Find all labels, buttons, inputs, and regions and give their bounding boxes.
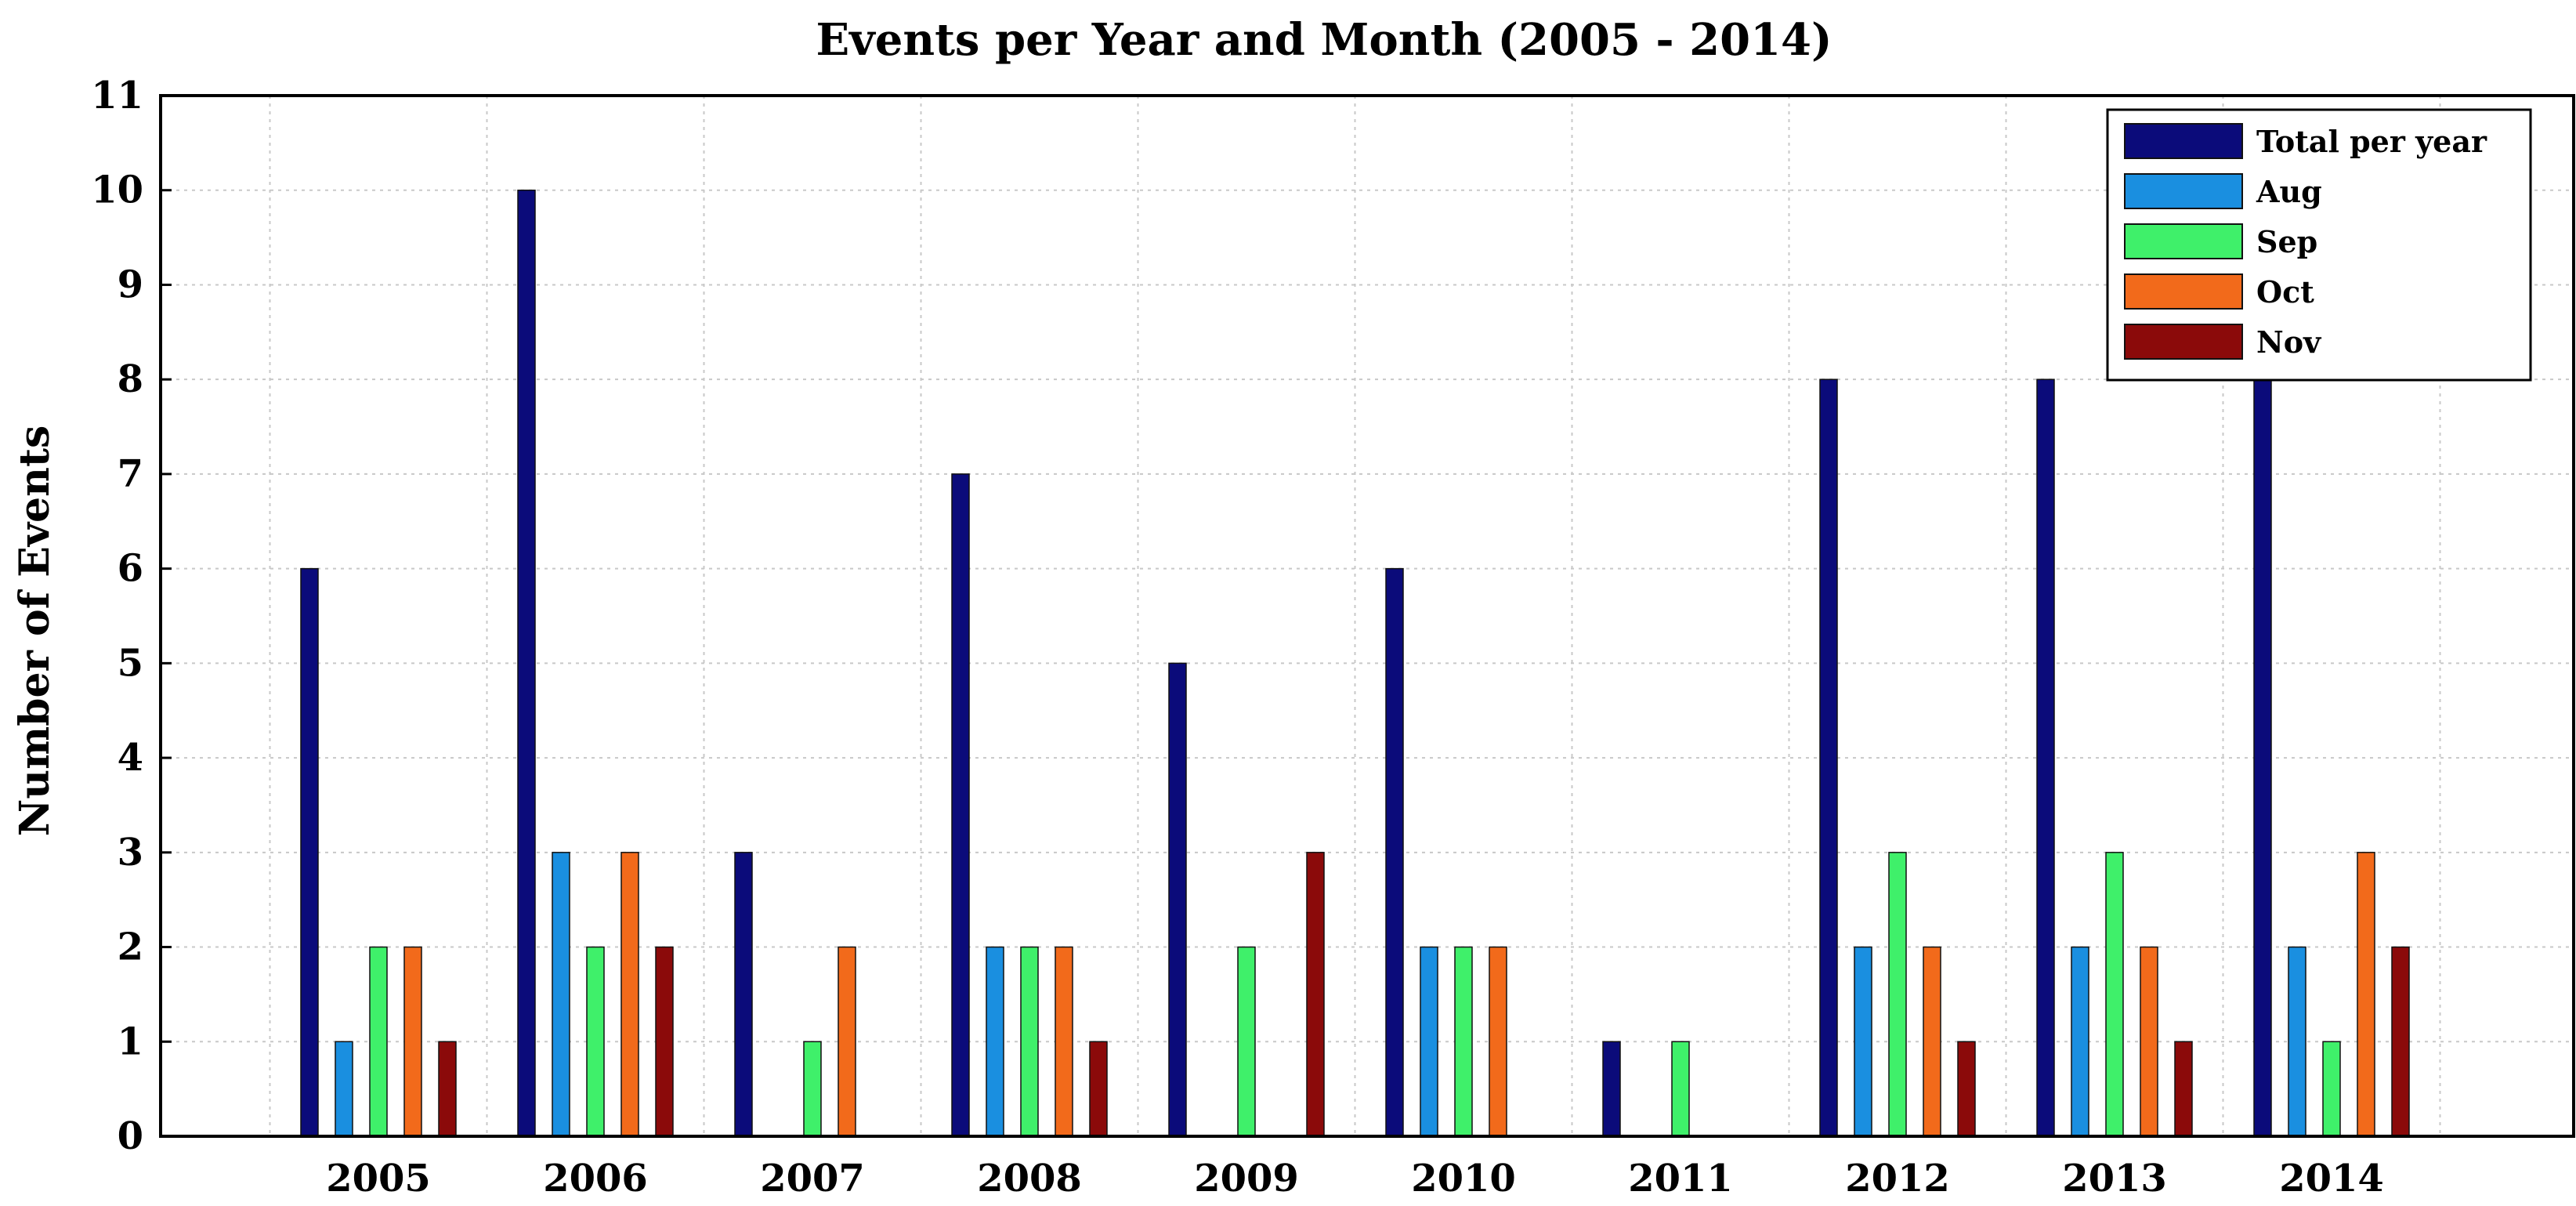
bar-aug-2006 [552, 852, 570, 1137]
bar-total-per-year-2006 [517, 189, 536, 1137]
bar-total-per-year-2010 [1385, 567, 1404, 1137]
y-tick-label: 11 [91, 74, 143, 118]
bar-total-per-year-2014 [2253, 378, 2272, 1137]
bar-sep-2011 [1671, 1041, 1690, 1137]
x-tick-label: 2008 [977, 1157, 1082, 1201]
bar-total-per-year-2008 [951, 473, 970, 1137]
bar-nov-2006 [655, 946, 674, 1137]
bar-oct-2008 [1055, 946, 1073, 1137]
bar-sep-2014 [2322, 1041, 2341, 1137]
bar-sep-2008 [1020, 946, 1039, 1137]
bar-nov-2012 [1957, 1041, 1976, 1137]
bar-sep-2013 [2105, 852, 2124, 1137]
bar-total-per-year-2013 [2036, 378, 2055, 1137]
x-tick-label: 2009 [1194, 1157, 1299, 1201]
bar-total-per-year-2011 [1602, 1041, 1621, 1137]
y-tick-label: 0 [118, 1114, 143, 1158]
bar-sep-2012 [1888, 852, 1907, 1137]
chart-title: Events per Year and Month (2005 - 2014) [816, 14, 1833, 66]
bar-aug-2005 [335, 1041, 353, 1137]
bar-total-per-year-2005 [300, 567, 319, 1137]
legend-swatch-oct [2124, 273, 2243, 310]
x-tick-label: 2011 [1628, 1157, 1733, 1201]
legend-label-nov: Nov [2256, 324, 2322, 360]
bar-oct-2007 [838, 946, 856, 1137]
x-tick-label: 2013 [2062, 1157, 2167, 1201]
y-tick-label: 7 [118, 452, 143, 496]
y-tick-label: 1 [118, 1019, 143, 1063]
bar-aug-2013 [2071, 946, 2089, 1137]
y-tick-label: 2 [118, 925, 143, 969]
plot-area [159, 94, 2575, 1138]
bar-aug-2012 [1854, 946, 1872, 1137]
bar-nov-2008 [1089, 1041, 1108, 1137]
legend-swatch-sep [2124, 223, 2243, 259]
bar-oct-2006 [620, 852, 639, 1137]
legend-swatch-nov [2124, 324, 2243, 360]
legend-label-oct: Oct [2256, 274, 2314, 310]
y-tick-label: 4 [118, 736, 143, 780]
x-tick-label: 2006 [543, 1157, 648, 1201]
legend-swatch-aug [2124, 173, 2243, 209]
y-tick-label: 9 [118, 263, 143, 306]
bar-aug-2008 [986, 946, 1004, 1137]
y-tick-label: 5 [118, 641, 143, 685]
legend-swatch-total-per-year [2124, 123, 2243, 159]
legend-label-total-per-year: Total per year [2256, 124, 2487, 159]
bar-sep-2010 [1454, 946, 1473, 1137]
axis-ticks: 0 1 2 3 4 5 6 7 8 9 10 11 2005 2006 2007 2008 2009 2010 20… [91, 74, 2384, 1201]
bar-total-per-year-2007 [734, 852, 753, 1137]
y-axis-label: Number of Events [11, 426, 59, 837]
bar-nov-2005 [438, 1041, 457, 1137]
bar-oct-2010 [1489, 946, 1507, 1137]
y-tick-label: 3 [118, 831, 143, 875]
x-tick-label: 2010 [1411, 1157, 1516, 1201]
bar-aug-2014 [2288, 946, 2306, 1137]
x-tick-label: 2014 [2279, 1157, 2384, 1201]
bar-oct-2014 [2357, 852, 2375, 1137]
bar-total-per-year-2012 [1819, 378, 1838, 1137]
bar-sep-2007 [803, 1041, 822, 1137]
bar-nov-2014 [2391, 946, 2410, 1137]
bar-total-per-year-2009 [1168, 662, 1187, 1137]
bar-sep-2009 [1237, 946, 1256, 1137]
x-tick-label: 2012 [1845, 1157, 1950, 1201]
bar-sep-2006 [586, 946, 605, 1137]
bar-nov-2013 [2174, 1041, 2193, 1137]
bar-sep-2005 [369, 946, 388, 1137]
legend: Total per year Aug Sep Oct Nov [2106, 108, 2532, 382]
legend-label-aug: Aug [2256, 174, 2322, 209]
x-tick-label: 2007 [760, 1157, 865, 1201]
bar-nov-2009 [1306, 852, 1325, 1137]
y-tick-label: 8 [118, 357, 143, 401]
bar-oct-2012 [1923, 946, 1941, 1137]
bar-aug-2010 [1420, 946, 1438, 1137]
y-tick-label: 10 [91, 168, 143, 212]
y-tick-label: 6 [118, 547, 143, 591]
bar-oct-2013 [2140, 946, 2158, 1137]
bars [300, 189, 2410, 1137]
legend-label-sep: Sep [2256, 224, 2317, 259]
x-tick-label: 2005 [326, 1157, 431, 1201]
bar-oct-2005 [403, 946, 422, 1137]
